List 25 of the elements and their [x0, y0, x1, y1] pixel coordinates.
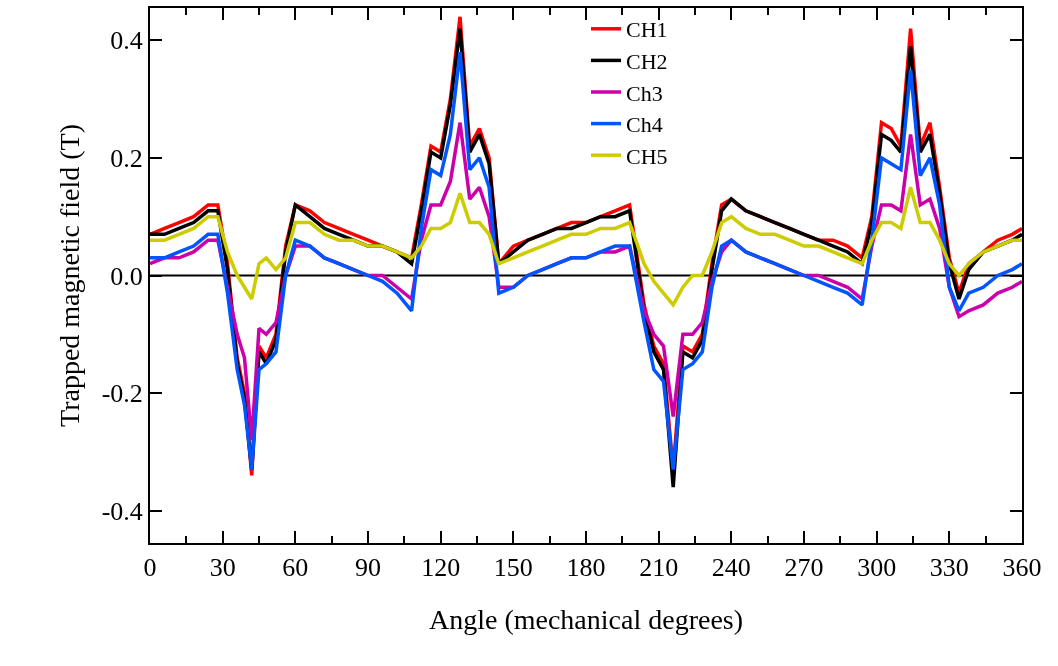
x-tick-label: 240 [711, 553, 751, 583]
legend-label: CH1 [626, 17, 668, 43]
y-axis-title: Trapped magnetic field (T) [53, 124, 85, 427]
y-tick-label: 0.2 [110, 144, 143, 174]
legend-label: Ch3 [626, 80, 663, 106]
x-tick-label: 330 [929, 553, 969, 583]
x-tick-label: 300 [857, 553, 897, 583]
y-tick-label: 0.0 [110, 261, 143, 291]
y-tick-label: 0.4 [110, 26, 143, 56]
legend-label: Ch4 [626, 112, 663, 138]
y-tick-label: -0.2 [101, 379, 143, 409]
x-tick-label: 360 [1002, 553, 1042, 583]
x-tick-label: 180 [566, 553, 606, 583]
legend-label: CH5 [626, 143, 668, 169]
x-tick-label: 90 [355, 553, 381, 583]
legend-label: CH2 [626, 48, 668, 74]
x-axis-title: Angle (mechanical degrees) [428, 603, 744, 635]
x-tick-label: 120 [421, 553, 461, 583]
x-tick-label: 210 [639, 553, 679, 583]
x-tick-label: 270 [784, 553, 824, 583]
x-tick-label: 150 [493, 553, 533, 583]
x-tick-label: 0 [143, 553, 157, 583]
x-tick-label: 60 [282, 553, 309, 583]
y-tick-label: -0.4 [101, 496, 143, 526]
x-tick-label: 30 [209, 553, 236, 583]
